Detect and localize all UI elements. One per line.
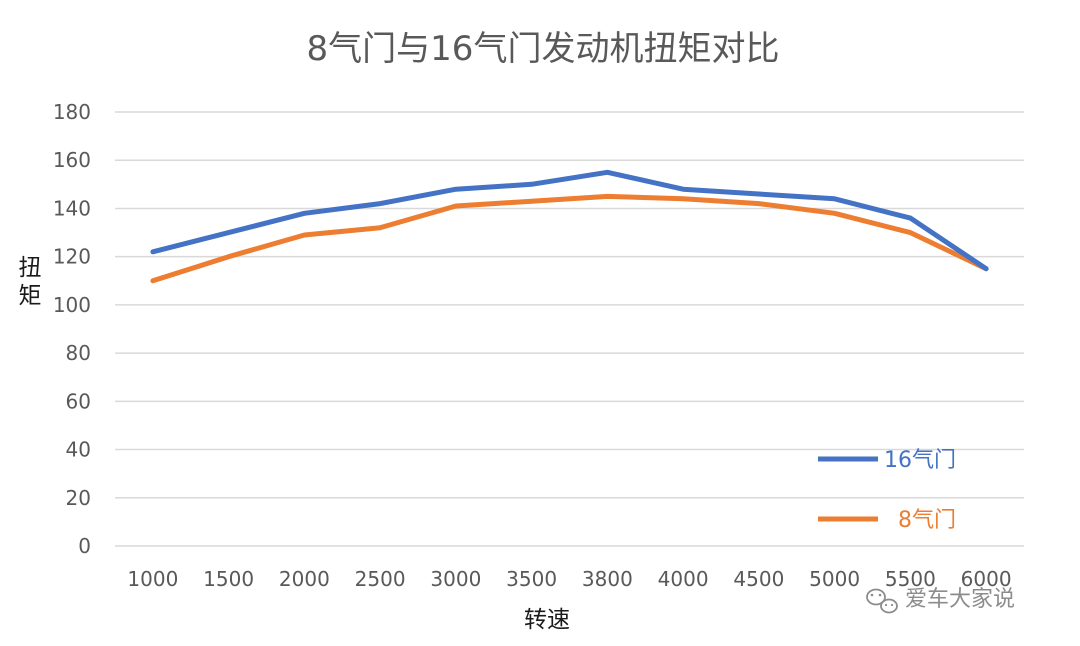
x-tick-label: 5000 <box>809 567 860 591</box>
y-tick-label: 180 <box>53 100 91 124</box>
x-axis-ticks: 1000 1500 2000 2500 3000 3500 3800 4000 4500 5000… <box>127 567 1011 591</box>
watermark: 爱车大家说 <box>866 587 1015 614</box>
x-tick-label: 4500 <box>733 567 784 591</box>
wechat-icon <box>866 588 898 614</box>
x-tick-label: 1500 <box>203 567 254 591</box>
grid <box>115 111 1024 547</box>
y-tick-label: 40 <box>66 438 91 462</box>
y-tick-label: 60 <box>66 389 91 413</box>
y-tick-label: 140 <box>53 196 91 220</box>
y-tick-label: 20 <box>66 486 91 510</box>
y-axis-ticks: 0 20 40 60 80 100 120 140 160 180 <box>53 100 91 558</box>
x-tick-label: 2000 <box>279 567 330 591</box>
y-tick-label: 160 <box>53 148 91 172</box>
y-tick-label: 80 <box>66 341 91 365</box>
series-line-0 <box>150 169 989 272</box>
x-axis-label: 转速 <box>524 607 570 633</box>
series-line-1 <box>150 193 989 284</box>
x-tick-label: 4000 <box>658 567 709 591</box>
legend-label: 16气门 <box>884 448 956 473</box>
x-tick-label: 1000 <box>127 567 178 591</box>
x-tick-label: 2500 <box>355 567 406 591</box>
watermark-text: 爱车大家说 <box>905 587 1015 612</box>
x-tick-label: 5500 <box>885 567 936 591</box>
legend-label: 8气门 <box>898 508 956 533</box>
legend: 16气门 8气门 <box>818 448 956 533</box>
y-tick-label: 120 <box>53 245 91 269</box>
x-tick-label: 3000 <box>430 567 481 591</box>
chart-title: 8气门与16气门发动机扭矩对比 <box>307 29 780 69</box>
y-tick-label: 0 <box>78 534 91 558</box>
x-tick-label: 3500 <box>506 567 557 591</box>
x-tick-label: 3800 <box>582 567 633 591</box>
x-tick-label: 6000 <box>961 567 1012 591</box>
y-axis-label-char: 矩 <box>19 283 42 309</box>
y-axis-label: 扭矩 <box>19 255 42 309</box>
series-lines <box>150 169 989 284</box>
y-tick-label: 100 <box>53 293 91 317</box>
y-axis-label-char: 扭 <box>19 255 42 281</box>
